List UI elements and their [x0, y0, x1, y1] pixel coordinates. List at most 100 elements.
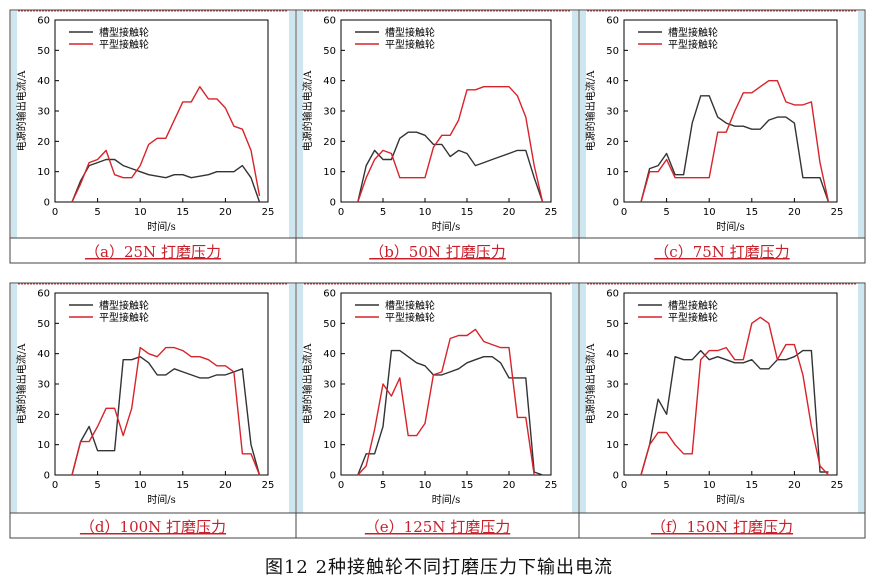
y-tick-label: 40 [323, 349, 336, 360]
y-tick-label: 50 [606, 319, 619, 330]
x-tick-label: 25 [262, 480, 275, 491]
x-tick-label: 10 [703, 480, 716, 491]
y-tick-label: 0 [330, 198, 336, 209]
y-tick-label: 20 [323, 410, 336, 421]
panel-frame [295, 282, 580, 539]
x-tick-label: 15 [461, 480, 474, 491]
x-tick-label: 5 [94, 207, 100, 218]
y-tick-label: 30 [323, 107, 336, 118]
x-tick-label: 0 [338, 480, 344, 491]
chart-panel-5: （e）125N 打磨压力 0 5 10 15 20 25 0 10 20 30 40 50 60 时间/s 电… [295, 282, 580, 539]
y-tick-label: 0 [613, 471, 619, 482]
caption-strip [295, 237, 580, 264]
panel-side-band [289, 284, 295, 513]
caption-strip [295, 512, 580, 539]
x-tick-label: 5 [94, 480, 100, 491]
x-axis-label: 时间/s [716, 493, 745, 506]
series-line-2 [640, 79, 830, 203]
series-line-1 [357, 131, 544, 203]
panel-side-band [297, 11, 303, 238]
legend-entry: 平型接触轮 [385, 38, 435, 51]
chart-panel-4: （d）100N 打磨压力 0 5 10 15 20 25 0 10 20 30 40 50 60 时间/s 电… [9, 282, 297, 539]
legend-entry: 平型接触轮 [668, 311, 718, 324]
legend-entry: 槽型接触轮 [668, 26, 718, 39]
x-tick-label: 10 [134, 207, 147, 218]
y-tick-label: 60 [323, 289, 336, 300]
y-tick-label: 50 [37, 319, 50, 330]
panel-frame [295, 9, 580, 264]
x-tick-label: 20 [219, 207, 232, 218]
y-tick-label: 60 [323, 16, 336, 27]
y-tick-label: 60 [37, 289, 50, 300]
legend-entry: 槽型接触轮 [385, 26, 435, 39]
y-axis-label: 电源的输出电流/A [584, 70, 597, 151]
x-tick-label: 20 [219, 480, 232, 491]
y-tick-label: 60 [606, 16, 619, 27]
figure-caption: 图12 2种接触轮不同打磨压力下输出电流 [264, 557, 614, 578]
caption-strip [9, 512, 297, 539]
panel-side-band [11, 11, 17, 238]
x-tick-label: 5 [663, 207, 669, 218]
y-tick-label: 50 [323, 319, 336, 330]
x-tick-label: 25 [545, 480, 558, 491]
x-axis-label: 时间/s [432, 220, 461, 233]
legend-entry: 平型接触轮 [99, 38, 149, 51]
y-tick-label: 10 [606, 167, 619, 178]
x-tick-label: 5 [663, 480, 669, 491]
y-tick-label: 0 [44, 198, 50, 209]
x-tick-label: 15 [461, 207, 474, 218]
panel-side-band [858, 11, 864, 238]
series-line-2 [357, 328, 535, 476]
x-tick-label: 20 [503, 207, 516, 218]
x-tick-label: 5 [380, 480, 386, 491]
y-tick-label: 40 [606, 349, 619, 360]
panel-caption: （e）125N 打磨压力 [365, 518, 510, 536]
y-tick-label: 40 [37, 349, 50, 360]
y-tick-label: 40 [323, 76, 336, 87]
panel-side-band [572, 284, 578, 513]
series-line-2 [71, 346, 261, 476]
x-tick-label: 15 [745, 480, 758, 491]
y-tick-label: 30 [323, 380, 336, 391]
panel-side-band [580, 11, 586, 238]
y-tick-label: 0 [613, 198, 619, 209]
chart-panel-1: （a）25N 打磨压力 0 5 10 15 20 25 0 10 20 30 40 50 60 时间/s 电源… [9, 9, 297, 264]
y-tick-label: 20 [323, 137, 336, 148]
legend-entry: 槽型接触轮 [99, 299, 149, 312]
series-line-1 [357, 349, 543, 476]
y-tick-label: 30 [37, 380, 50, 391]
y-tick-label: 40 [606, 76, 619, 87]
panel-frame [578, 282, 866, 539]
y-tick-label: 20 [37, 137, 50, 148]
panel-caption: （b）50N 打磨压力 [369, 243, 506, 261]
legend-entry: 槽型接触轮 [668, 299, 718, 312]
panel-side-band [11, 284, 17, 513]
x-tick-label: 25 [545, 207, 558, 218]
y-tick-label: 30 [37, 107, 50, 118]
y-axis-label: 电源的输出电流/A [15, 70, 28, 151]
caption-strip [9, 237, 297, 264]
y-axis-label: 电源的输出电流/A [584, 343, 597, 424]
legend-entry: 槽型接触轮 [99, 26, 149, 39]
y-tick-label: 50 [37, 46, 50, 57]
x-axis-label: 时间/s [716, 220, 745, 233]
y-axis-label: 电源的输出电流/A [301, 343, 314, 424]
x-tick-label: 20 [503, 480, 516, 491]
y-tick-label: 50 [606, 46, 619, 57]
panel-frame [578, 9, 866, 264]
panel-caption: （a）25N 打磨压力 [85, 243, 221, 261]
y-tick-label: 20 [606, 137, 619, 148]
y-axis-label: 电源的输出电流/A [301, 70, 314, 151]
x-axis-label: 时间/s [147, 493, 176, 506]
y-tick-label: 10 [37, 440, 50, 451]
x-tick-label: 0 [338, 207, 344, 218]
x-tick-label: 20 [788, 207, 801, 218]
series-line-1 [640, 95, 830, 203]
y-tick-label: 30 [606, 380, 619, 391]
x-tick-label: 15 [745, 207, 758, 218]
y-tick-label: 0 [330, 471, 336, 482]
panel-caption: （d）100N 打磨压力 [80, 518, 226, 536]
y-tick-label: 40 [37, 76, 50, 87]
chart-panel-6: （f）150N 打磨压力 0 5 10 15 20 25 0 10 20 30 40 50 60 时间/s 电… [578, 282, 866, 539]
